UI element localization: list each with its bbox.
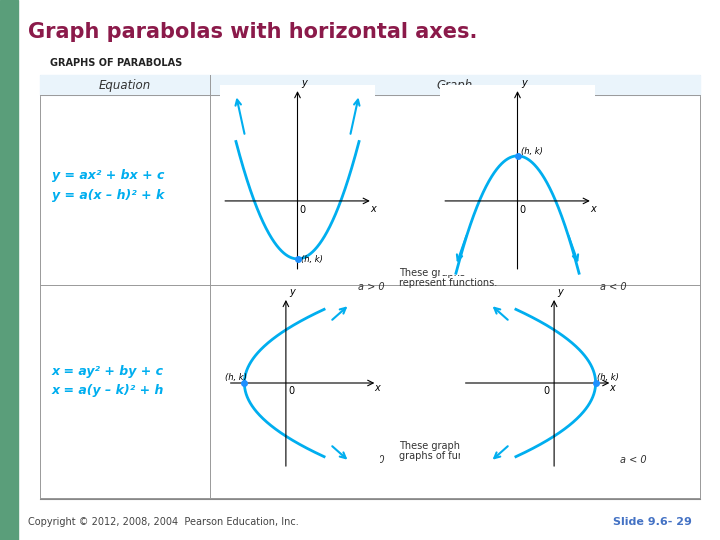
Text: (h, k): (h, k) — [521, 147, 543, 156]
Text: Equation: Equation — [99, 78, 151, 91]
Text: Copyright © 2012, 2008, 2004  Pearson Education, Inc.: Copyright © 2012, 2008, 2004 Pearson Edu… — [28, 517, 299, 527]
Text: Graph: Graph — [437, 78, 473, 91]
Text: (h, k): (h, k) — [598, 373, 619, 382]
Bar — [40, 75, 700, 95]
Text: x: x — [374, 383, 380, 393]
Text: y: y — [521, 78, 527, 88]
Text: 0: 0 — [300, 205, 306, 215]
Text: a < 0: a < 0 — [620, 455, 647, 465]
Text: Graph parabolas with horizontal axes.: Graph parabolas with horizontal axes. — [28, 22, 477, 42]
Text: y = ax² + bx + c: y = ax² + bx + c — [52, 170, 164, 183]
Text: y: y — [557, 287, 563, 297]
Text: a > 0: a > 0 — [358, 282, 384, 292]
Text: x: x — [590, 204, 595, 214]
Text: (h, k): (h, k) — [225, 373, 247, 382]
Bar — [0, 0, 18, 540]
Text: 0: 0 — [520, 205, 526, 215]
Text: x: x — [609, 383, 615, 393]
Text: y = a(x – h)² + k: y = a(x – h)² + k — [52, 188, 164, 201]
Text: y: y — [301, 78, 307, 88]
Text: (h, k): (h, k) — [301, 255, 323, 264]
Text: represent functions.: represent functions. — [399, 278, 498, 288]
Bar — [40, 75, 700, 498]
Text: a > 0: a > 0 — [358, 455, 384, 465]
Text: Slide 9.6- 29: Slide 9.6- 29 — [613, 517, 692, 527]
Text: 0: 0 — [544, 386, 549, 396]
Text: GRAPHS OF PARABOLAS: GRAPHS OF PARABOLAS — [50, 58, 182, 68]
Text: 0: 0 — [288, 386, 294, 396]
Text: y: y — [289, 287, 295, 297]
Text: These graphs are not: These graphs are not — [399, 441, 503, 451]
Text: These graphs: These graphs — [399, 268, 465, 278]
Text: x = ay² + by + c: x = ay² + by + c — [52, 365, 164, 378]
Text: graphs of functions.: graphs of functions. — [399, 451, 496, 461]
Text: a < 0: a < 0 — [600, 282, 626, 292]
Text: x = a(y – k)² + h: x = a(y – k)² + h — [52, 384, 164, 397]
Text: x: x — [370, 204, 376, 214]
